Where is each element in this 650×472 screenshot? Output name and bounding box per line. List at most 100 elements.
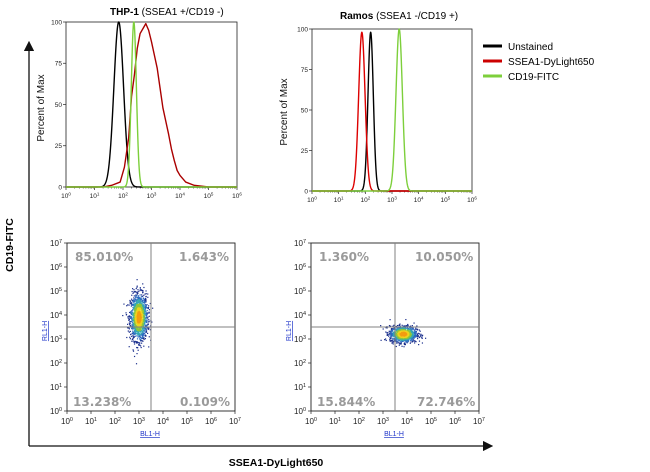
dotplot-thp1-event <box>136 353 138 355</box>
dotplot-ramos-y-axis-label[interactable]: RL1-H <box>286 321 293 341</box>
dotplot-ramos-event <box>406 341 408 343</box>
dotplot-thp1-event <box>143 302 145 304</box>
dotplot-thp1-event <box>144 293 146 295</box>
dotplot-thp1-event <box>136 303 138 305</box>
dotplot-thp1-event <box>148 315 150 317</box>
dotplot-ramos-event <box>413 329 415 331</box>
dotplot-ramos-event <box>386 332 388 334</box>
dotplot-thp1-event <box>140 299 142 301</box>
dotplot-thp1-event <box>145 293 147 295</box>
dotplot-ramos-event <box>406 339 408 341</box>
dotplot-thp1-event <box>135 296 137 298</box>
dotplot-thp1-x-axis-label[interactable]: BL1-H <box>140 431 160 438</box>
dotplot-thp1-event <box>145 324 147 327</box>
dotplot-thp1-event <box>143 322 145 324</box>
dotplot-ramos-event <box>400 332 402 334</box>
dotplot-thp1-event <box>136 332 138 335</box>
dotplot-thp1-event <box>129 311 131 314</box>
legend-label-ssea1: SSEA1-DyLight650 <box>508 57 595 68</box>
dotplot-ramos-event <box>401 332 403 334</box>
dotplot-thp1-event <box>135 327 137 329</box>
dotplot-thp1-event <box>138 318 140 320</box>
dotplot-thp1-event <box>132 300 134 302</box>
dotplot-thp1-event <box>131 320 133 322</box>
dotplot-thp1-event <box>141 325 143 327</box>
dotplot-thp1-event <box>141 316 143 318</box>
dotplot-thp1-event <box>138 320 140 322</box>
dotplot-thp1-event <box>141 299 143 301</box>
dotplot-thp1-event <box>132 307 134 309</box>
dotplot-thp1-event <box>145 316 147 319</box>
dotplot-thp1-event <box>128 322 130 324</box>
dotplot-ramos-x-tick-label: 101 <box>329 417 341 426</box>
dotplot-ramos-event <box>411 325 413 327</box>
dotplot-thp1-event <box>135 288 137 290</box>
dotplot-thp1-event <box>135 328 137 330</box>
dotplot-ramos-event <box>421 342 424 344</box>
dotplot-thp1-event <box>146 312 149 314</box>
dotplot-thp1-event <box>147 332 149 334</box>
histogram-ramos-x-tick-label: 104 <box>414 196 424 205</box>
histogram-thp1-y-tick-label: 75 <box>55 61 63 68</box>
dotplot-ramos-event <box>416 333 418 335</box>
dotplot-thp1-y-axis-label[interactable]: RL1-H <box>42 321 49 341</box>
dotplot-thp1-event <box>145 327 147 329</box>
dotplot-thp1-event <box>143 306 145 308</box>
dotplot-thp1-event <box>134 302 136 305</box>
histogram-ramos-title-bold: Ramos <box>340 11 374 22</box>
histogram-ramos-y-tick-label: 0 <box>304 188 308 195</box>
dotplot-ramos-event <box>414 342 416 344</box>
dotplot-thp1-event <box>144 335 146 337</box>
dotplot-thp1-event <box>137 333 140 336</box>
dotplot-ramos-event <box>395 345 397 348</box>
dotplot-thp1-event <box>146 324 148 326</box>
dotplot-thp1-event <box>132 303 134 305</box>
histogram-thp1-y-tick-label: 25 <box>55 143 63 150</box>
dotplot-thp1-event <box>143 298 145 300</box>
dotplot-thp1-event <box>145 298 147 301</box>
dotplot-thp1-event <box>137 300 139 302</box>
dotplot-ramos-x-axis-label[interactable]: BL1-H <box>384 431 404 438</box>
dotplot-ramos-event <box>416 334 418 337</box>
dotplot-thp1-event <box>149 329 151 331</box>
dotplot-thp1-event <box>133 336 135 338</box>
dotplot-thp1-event <box>133 297 135 299</box>
dotplot-thp1-event <box>131 340 133 342</box>
dotplot-thp1-event <box>136 341 139 343</box>
dotplot-thp1-event <box>141 335 143 337</box>
dotplot-ramos-event <box>413 336 415 338</box>
dotplot-ramos-x-tick-label: 104 <box>401 417 413 426</box>
dotplot-ramos-event <box>398 344 400 346</box>
dotplot-thp1-event <box>137 336 139 338</box>
dotplot-thp1-quadrant-upper-left: 85.010% <box>75 250 133 264</box>
dotplot-thp1-event <box>133 316 135 319</box>
dotplot-thp1-y-tick-label: 101 <box>50 383 62 392</box>
dotplot-thp1-event <box>138 335 140 337</box>
dotplot-ramos-event <box>396 340 398 342</box>
dotplot-ramos-event <box>416 338 419 340</box>
dotplot-thp1-event <box>147 327 149 329</box>
dotplot-thp1-event <box>136 286 138 288</box>
dotplot-thp1-event <box>129 322 131 325</box>
dotplot-ramos-y-tick-label: 102 <box>294 359 306 368</box>
legend: Unstained SSEA1-DyLight650 CD19-FITC <box>483 42 595 83</box>
dotplot-thp1-event <box>134 299 136 302</box>
dotplot-thp1-event <box>128 331 130 333</box>
dotplot-ramos-event <box>398 324 400 327</box>
dotplot-ramos-event <box>402 338 404 340</box>
dotplot-thp1-event <box>140 333 142 335</box>
dotplot-thp1-event <box>141 324 143 326</box>
dotplot-ramos-y-tick-label: 103 <box>294 335 306 344</box>
histogram-thp1-y-tick-label: 100 <box>51 19 62 26</box>
dotplot-thp1-event <box>126 305 128 307</box>
histogram-ramos-series-cd19-fitc <box>311 28 473 192</box>
dotplot-thp1-event <box>131 317 133 319</box>
histogram-thp1-x-tick-label: 101 <box>90 192 100 201</box>
dotplot-ramos-event <box>397 340 399 342</box>
dotplot-thp1-event <box>147 316 149 318</box>
dotplot-ramos-event <box>404 327 407 329</box>
dotplot-ramos-event <box>385 327 387 329</box>
dotplot-ramos-event <box>393 324 395 326</box>
dotplot-thp1-x-tick-label: 105 <box>181 417 193 426</box>
dotplot-thp1-y-tick-label: 102 <box>50 359 62 368</box>
